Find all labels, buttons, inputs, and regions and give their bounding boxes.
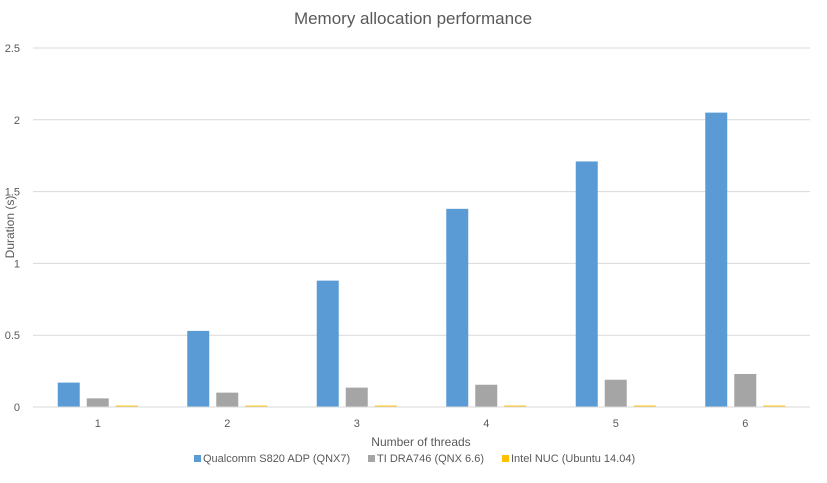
bar (475, 384, 498, 407)
y-tick-label: 0 (14, 402, 20, 414)
legend-swatch (194, 455, 201, 462)
bar (734, 373, 757, 407)
bar (345, 387, 368, 407)
legend-item: Intel NUC (Ubuntu 14.04) (502, 453, 635, 465)
legend-label: TI DRA746 (QNX 6.6) (377, 453, 484, 465)
bar (316, 280, 339, 407)
x-tick-label: 4 (483, 418, 489, 430)
y-tick-label: 1 (14, 258, 20, 270)
legend-swatch (502, 455, 509, 462)
y-axis: 0 0.5 1 1.5 2 2.5 (5, 43, 20, 414)
bar (245, 405, 268, 407)
bars (57, 112, 786, 408)
bar (374, 405, 397, 407)
x-axis-title: Number of threads (371, 435, 470, 449)
legend-label: Qualcomm S820 ADP (QNX7) (203, 453, 350, 465)
x-tick-label: 3 (354, 418, 360, 430)
y-tick-label: 1.5 (5, 187, 20, 199)
x-tick-label: 2 (224, 418, 230, 430)
gridlines (33, 47, 810, 336)
legend: Qualcomm S820 ADP (QNX7) TI DRA746 (QNX 6… (194, 453, 635, 465)
bar (187, 330, 210, 407)
y-tick-label: 2.5 (5, 43, 20, 55)
bar (763, 405, 786, 407)
x-axis: 1 2 3 4 5 6 (95, 418, 749, 430)
x-tick-label: 6 (742, 418, 748, 430)
bar (86, 398, 109, 407)
bar (504, 405, 527, 407)
y-tick-label: 0.5 (5, 330, 20, 342)
bar (575, 161, 598, 407)
y-tick-label: 2 (14, 115, 20, 127)
legend-label: Intel NUC (Ubuntu 14.04) (511, 453, 635, 465)
chart-title: Memory allocation performance (294, 9, 532, 28)
bar (705, 112, 728, 408)
bar (115, 405, 138, 407)
legend-swatch (368, 455, 375, 462)
x-tick-label: 1 (95, 418, 101, 430)
bar (604, 379, 627, 407)
bar (446, 208, 469, 407)
legend-item: Qualcomm S820 ADP (QNX7) (194, 453, 350, 465)
bar (57, 382, 80, 407)
y-axis-title: Duration (s) (3, 196, 17, 259)
bar (633, 405, 656, 407)
x-tick-label: 5 (613, 418, 619, 430)
bar (216, 392, 239, 407)
legend-item: TI DRA746 (QNX 6.6) (368, 453, 484, 465)
